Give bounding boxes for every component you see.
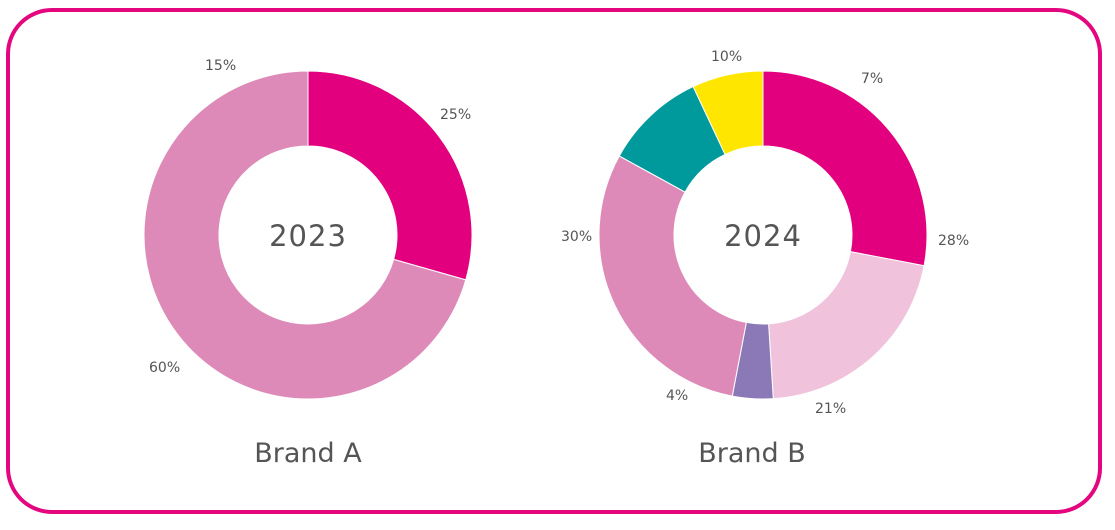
slice-label: 21%: [815, 401, 846, 417]
slice-label: 10%: [711, 49, 742, 65]
center-year-label: 2023: [269, 219, 347, 253]
donut-slice: [307, 70, 473, 281]
donut-slice: [762, 70, 928, 267]
donut-slice: [143, 70, 467, 400]
center-year-label: 2024: [724, 219, 802, 253]
donut-slice: [598, 155, 747, 397]
donut-slice: [692, 70, 764, 156]
slice-label: 7%: [861, 71, 883, 87]
chart-frame: [6, 8, 1102, 514]
donut-slice: [768, 251, 925, 400]
donut-chart-brand-b: [598, 70, 928, 400]
slice-label: 4%: [666, 388, 688, 404]
slice-label: 30%: [561, 229, 592, 245]
slice-label: 60%: [149, 360, 180, 376]
slice-label: 28%: [938, 233, 969, 249]
donut-chart-brand-a: [143, 70, 473, 400]
chart-title-brand-a: Brand A: [254, 438, 362, 469]
slice-label: 15%: [205, 58, 236, 74]
chart-title-brand-b: Brand B: [698, 438, 806, 469]
slice-label: 25%: [440, 107, 471, 123]
